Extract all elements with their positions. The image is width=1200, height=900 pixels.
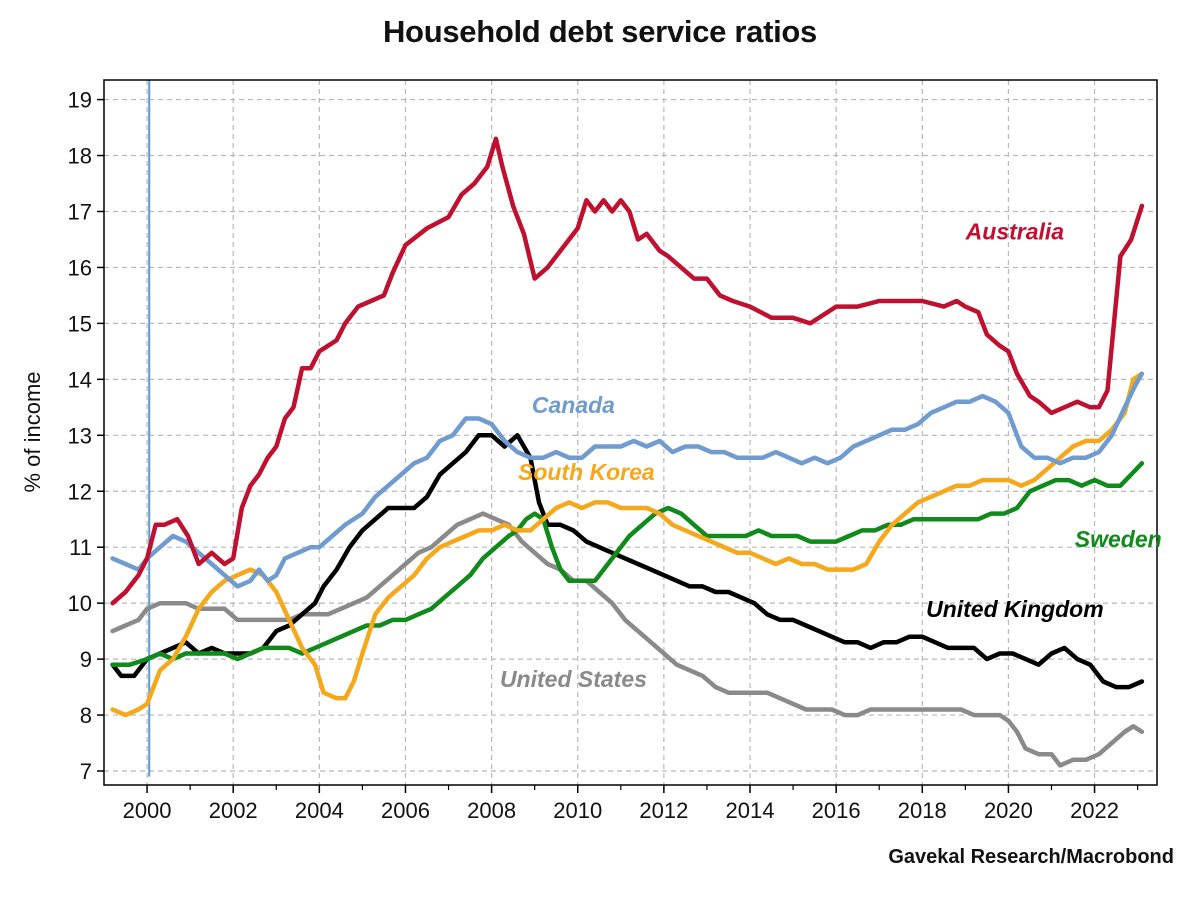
x-tick-label: 2004 bbox=[295, 798, 344, 823]
series-line-united-states bbox=[110, 511, 1145, 768]
series-label-canada: Canada bbox=[532, 392, 615, 418]
series-label-australia: Australia bbox=[965, 218, 1065, 244]
y-tick-label: 10 bbox=[68, 591, 92, 616]
series-label-south-korea: South Korea bbox=[518, 459, 655, 485]
x-tick-label: 2002 bbox=[209, 798, 258, 823]
axis-ticks: 7 8 9 10 11 12 13 14 15 16 17 18 19 2000 2002 2004 2006 2… bbox=[68, 88, 1139, 823]
chart-source: Gavekal Research/Macrobond bbox=[888, 846, 1174, 868]
x-tick-label: 2000 bbox=[123, 798, 172, 823]
series-line-united-kingdom bbox=[110, 433, 1145, 690]
y-axis-label: % of income bbox=[20, 371, 45, 492]
y-tick-label: 13 bbox=[68, 423, 92, 448]
series-lines bbox=[110, 136, 1145, 768]
series-labels: Australia Canada South Korea Sweden United K… bbox=[500, 218, 1162, 692]
x-tick-label: 2018 bbox=[898, 798, 947, 823]
y-tick-label: 9 bbox=[80, 647, 92, 672]
x-tick-label: 2022 bbox=[1070, 798, 1119, 823]
x-tick-label: 2014 bbox=[726, 798, 775, 823]
series-line-south-korea bbox=[110, 371, 1145, 718]
y-tick-label: 16 bbox=[68, 255, 92, 280]
series-line-canada bbox=[110, 371, 1145, 589]
y-tick-label: 18 bbox=[68, 144, 92, 169]
y-tick-label: 17 bbox=[68, 199, 92, 224]
x-tick-label: 2016 bbox=[812, 798, 861, 823]
y-tick-label: 11 bbox=[69, 535, 92, 560]
series-line-australia bbox=[110, 136, 1145, 606]
series-label-united-kingdom: United Kingdom bbox=[926, 596, 1104, 622]
series-label-united-states: United States bbox=[500, 666, 647, 692]
chart-title: Household debt service ratios bbox=[382, 14, 818, 49]
x-tick-label: 2010 bbox=[553, 798, 602, 823]
plot-area-frame bbox=[103, 79, 1158, 786]
y-tick-label: 19 bbox=[68, 88, 92, 113]
series-label-sweden: Sweden bbox=[1075, 526, 1162, 552]
y-tick-label: 8 bbox=[80, 703, 92, 728]
y-tick-label: 15 bbox=[68, 311, 92, 336]
series-line-sweden bbox=[110, 461, 1145, 667]
y-tick-label: 14 bbox=[68, 367, 92, 392]
x-tick-label: 2008 bbox=[467, 798, 516, 823]
x-tick-label: 2012 bbox=[639, 798, 688, 823]
x-tick-label: 2020 bbox=[984, 798, 1033, 823]
x-tick-label: 2006 bbox=[381, 798, 430, 823]
y-tick-label: 12 bbox=[68, 479, 92, 504]
y-tick-label: 7 bbox=[80, 759, 92, 784]
